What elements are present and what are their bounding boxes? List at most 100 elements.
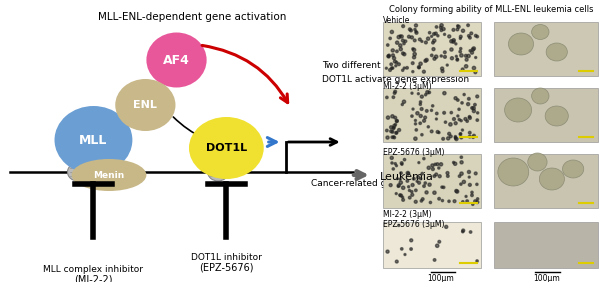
Point bbox=[417, 107, 427, 111]
Point bbox=[401, 39, 410, 43]
Point bbox=[434, 239, 444, 244]
Point bbox=[430, 174, 439, 179]
Ellipse shape bbox=[528, 153, 547, 171]
Point bbox=[395, 193, 405, 197]
Point bbox=[407, 238, 416, 243]
Point bbox=[389, 56, 399, 60]
Point bbox=[469, 66, 479, 70]
Point bbox=[424, 166, 434, 170]
Point bbox=[422, 109, 431, 113]
Point bbox=[465, 49, 475, 53]
Point bbox=[432, 25, 442, 29]
Point bbox=[453, 57, 462, 61]
Point bbox=[425, 200, 435, 205]
Point bbox=[471, 199, 480, 204]
Point bbox=[462, 119, 472, 124]
Point bbox=[424, 36, 433, 41]
Text: ENL: ENL bbox=[134, 100, 157, 110]
Point bbox=[409, 48, 419, 52]
Point bbox=[467, 193, 477, 197]
Text: Vehicle: Vehicle bbox=[383, 16, 410, 25]
Point bbox=[457, 128, 467, 132]
Point bbox=[414, 91, 424, 96]
Point bbox=[431, 117, 441, 121]
Point bbox=[396, 34, 405, 38]
Point bbox=[417, 171, 427, 176]
Point bbox=[439, 27, 448, 31]
Point bbox=[466, 31, 476, 36]
Point bbox=[455, 174, 465, 179]
Point bbox=[417, 39, 427, 44]
Point bbox=[416, 114, 425, 118]
Point bbox=[396, 180, 405, 185]
Point bbox=[383, 135, 393, 140]
Text: MI-2-2 (3μM)
EPZ-5676 (3μM): MI-2-2 (3μM) EPZ-5676 (3μM) bbox=[383, 210, 445, 229]
Point bbox=[392, 130, 402, 135]
Point bbox=[437, 198, 447, 203]
Point bbox=[433, 162, 442, 166]
Point bbox=[387, 135, 397, 140]
Point bbox=[458, 67, 468, 72]
Point bbox=[390, 124, 399, 128]
Point bbox=[392, 49, 402, 54]
Point bbox=[469, 46, 479, 51]
Point bbox=[450, 162, 460, 166]
FancyBboxPatch shape bbox=[383, 154, 482, 208]
Point bbox=[425, 90, 434, 95]
Point bbox=[396, 193, 406, 198]
Point bbox=[386, 183, 396, 188]
FancyBboxPatch shape bbox=[494, 222, 598, 268]
Ellipse shape bbox=[508, 33, 534, 55]
Point bbox=[430, 38, 439, 43]
Point bbox=[411, 118, 420, 123]
Point bbox=[406, 247, 416, 251]
Text: (EPZ-5676): (EPZ-5676) bbox=[199, 262, 253, 272]
Point bbox=[427, 53, 437, 58]
Point bbox=[407, 91, 417, 95]
Point bbox=[413, 175, 423, 180]
Point bbox=[391, 131, 401, 135]
Point bbox=[473, 200, 482, 204]
Point bbox=[469, 106, 479, 111]
Point bbox=[449, 117, 459, 121]
Point bbox=[407, 114, 417, 118]
Point bbox=[411, 136, 420, 141]
Point bbox=[390, 115, 400, 120]
Point bbox=[406, 28, 416, 33]
Point bbox=[439, 111, 449, 115]
Point bbox=[451, 121, 460, 125]
Point bbox=[407, 35, 417, 40]
Point bbox=[437, 66, 447, 71]
Point bbox=[410, 52, 419, 56]
Text: MLL complex inhibitor: MLL complex inhibitor bbox=[44, 265, 143, 274]
Point bbox=[383, 115, 393, 120]
Point bbox=[444, 199, 454, 204]
Point bbox=[473, 259, 482, 263]
Point bbox=[451, 54, 461, 59]
Point bbox=[388, 129, 397, 134]
Point bbox=[453, 23, 463, 28]
Point bbox=[399, 52, 409, 56]
Point bbox=[419, 69, 429, 74]
Point bbox=[416, 102, 425, 107]
Ellipse shape bbox=[532, 25, 549, 39]
Point bbox=[400, 157, 410, 162]
Point bbox=[387, 62, 396, 67]
Point bbox=[459, 228, 468, 233]
Text: AF4: AF4 bbox=[163, 54, 190, 67]
Text: 100μm: 100μm bbox=[533, 274, 560, 282]
Point bbox=[414, 180, 424, 185]
Point bbox=[435, 174, 445, 179]
Point bbox=[388, 48, 397, 53]
Point bbox=[388, 66, 397, 70]
Text: DOT1L: DOT1L bbox=[206, 143, 247, 153]
Point bbox=[398, 24, 408, 28]
Point bbox=[387, 30, 397, 34]
Point bbox=[390, 59, 400, 64]
Point bbox=[456, 118, 466, 123]
Point bbox=[461, 64, 471, 69]
Point bbox=[419, 118, 429, 123]
Point bbox=[469, 109, 479, 113]
Ellipse shape bbox=[532, 88, 549, 104]
Point bbox=[440, 50, 450, 54]
